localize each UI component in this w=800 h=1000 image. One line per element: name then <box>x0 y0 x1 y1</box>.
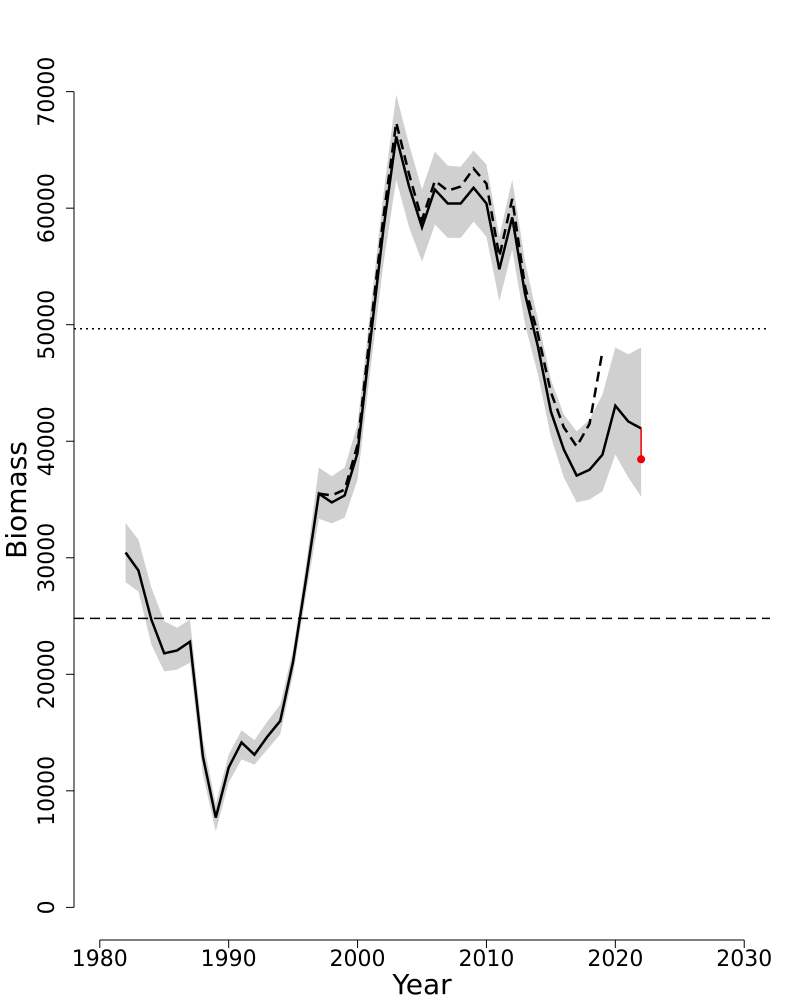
y-tick-label: 10000 <box>35 756 60 826</box>
series-line <box>124 136 642 818</box>
x-axis-title: Year <box>391 968 452 1000</box>
y-axis-title: Biomass <box>0 441 33 559</box>
x-tick-label: 2030 <box>716 947 772 972</box>
y-tick-label: 30000 <box>35 523 60 593</box>
x-tick-label: 2020 <box>587 947 643 972</box>
y-tick-label: 40000 <box>35 406 60 476</box>
y-tick-label: 70000 <box>35 57 60 127</box>
series-line <box>318 122 604 497</box>
y-tick-label: 0 <box>35 900 60 914</box>
confidence-band <box>125 94 642 832</box>
x-tick-label: 2010 <box>458 947 514 972</box>
y-tick-label: 60000 <box>35 173 60 243</box>
y-tick-label: 50000 <box>35 290 60 360</box>
x-tick-label: 1980 <box>72 947 128 972</box>
y-tick-label: 20000 <box>35 639 60 709</box>
x-tick-label: 2000 <box>330 947 386 972</box>
point <box>637 455 646 464</box>
x-tick-label: 1990 <box>201 947 257 972</box>
